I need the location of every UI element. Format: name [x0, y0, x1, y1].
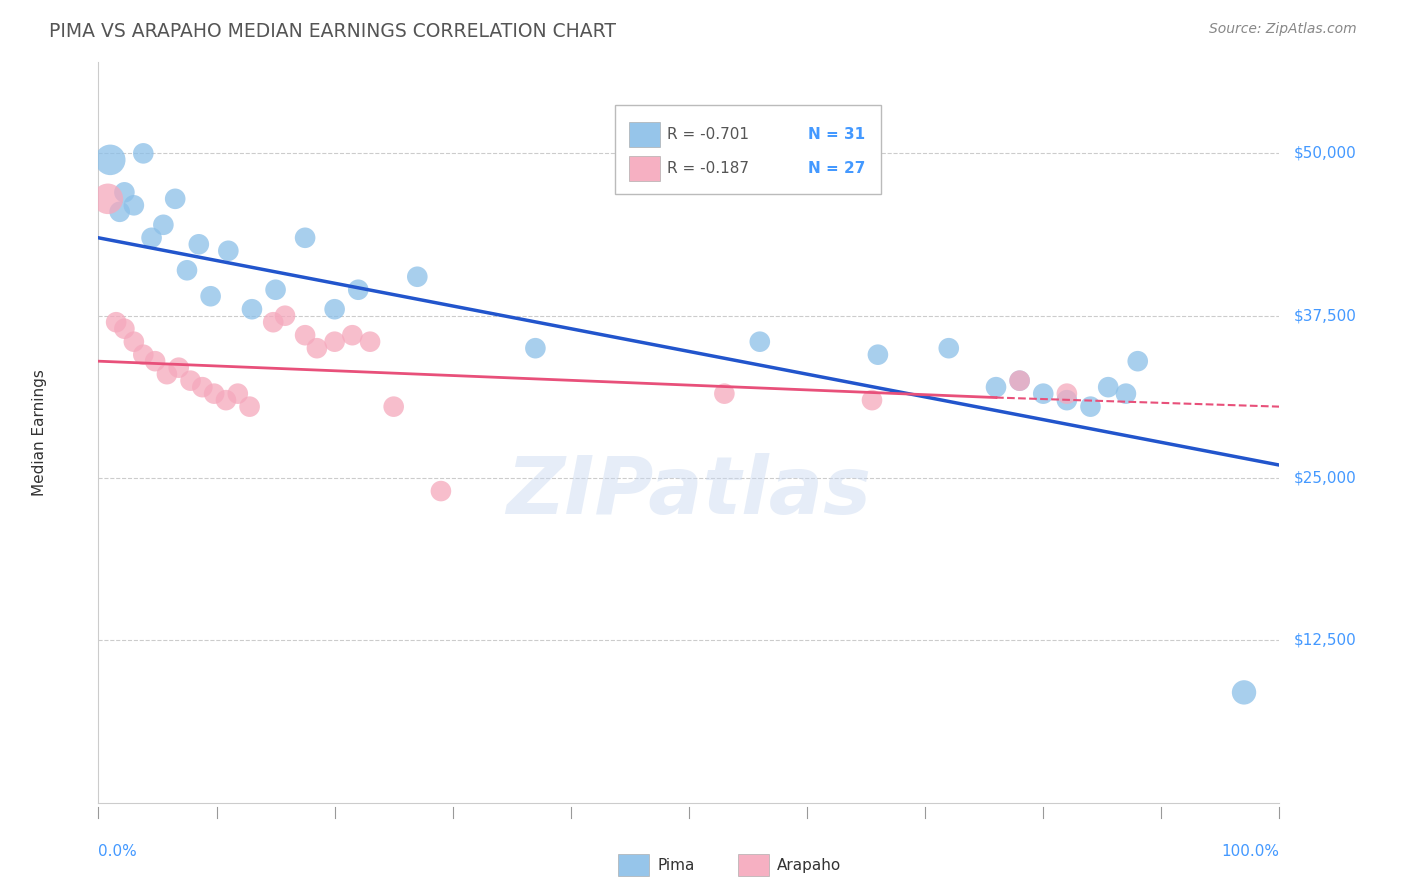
Text: 100.0%: 100.0%	[1222, 844, 1279, 858]
Text: N = 27: N = 27	[808, 161, 865, 177]
Point	[112, 186, 135, 200]
Point	[1008, 374, 1031, 388]
Point	[187, 237, 209, 252]
Text: R = -0.701: R = -0.701	[668, 128, 749, 143]
Point	[108, 204, 131, 219]
Text: $37,500: $37,500	[1294, 309, 1357, 323]
Point	[122, 198, 145, 212]
Text: N = 31: N = 31	[808, 128, 865, 143]
Point	[112, 322, 135, 336]
Point	[156, 367, 179, 381]
Point	[748, 334, 770, 349]
Text: ZIPatlas: ZIPatlas	[506, 453, 872, 531]
Point	[122, 334, 145, 349]
Point	[239, 400, 262, 414]
Point	[359, 334, 381, 349]
Point	[180, 374, 202, 388]
Point	[1126, 354, 1149, 368]
Text: Arapaho: Arapaho	[778, 858, 841, 872]
Point	[1008, 374, 1031, 388]
Point	[1056, 393, 1078, 408]
Point	[713, 386, 735, 401]
Point	[1080, 400, 1102, 414]
Text: PIMA VS ARAPAHO MEDIAN EARNINGS CORRELATION CHART: PIMA VS ARAPAHO MEDIAN EARNINGS CORRELAT…	[49, 22, 616, 41]
Point	[860, 393, 883, 408]
Point	[215, 393, 238, 408]
Point	[406, 269, 429, 284]
Point	[141, 231, 163, 245]
Point	[132, 348, 155, 362]
Point	[143, 354, 166, 368]
Text: Median Earnings: Median Earnings	[32, 369, 46, 496]
Point	[294, 328, 316, 343]
Point	[217, 244, 239, 258]
Point	[1032, 386, 1054, 401]
Point	[176, 263, 198, 277]
Point	[342, 328, 364, 343]
Point	[132, 146, 155, 161]
Point	[305, 341, 328, 355]
Point	[226, 386, 249, 401]
Text: Pima: Pima	[658, 858, 695, 872]
Point	[524, 341, 547, 355]
Point	[262, 315, 284, 329]
Point	[98, 153, 121, 167]
Text: $12,500: $12,500	[1294, 633, 1357, 648]
Text: R = -0.187: R = -0.187	[668, 161, 749, 177]
Point	[938, 341, 960, 355]
Point	[191, 380, 214, 394]
Point	[323, 302, 346, 317]
Point	[200, 289, 222, 303]
Point	[866, 348, 889, 362]
Point	[323, 334, 346, 349]
Point	[1056, 386, 1078, 401]
Point	[152, 218, 174, 232]
Text: 0.0%: 0.0%	[98, 844, 138, 858]
Point	[202, 386, 225, 401]
Point	[984, 380, 1007, 394]
Point	[347, 283, 370, 297]
Point	[274, 309, 297, 323]
Point	[430, 484, 453, 499]
Point	[1115, 386, 1137, 401]
Point	[167, 360, 190, 375]
Point	[264, 283, 287, 297]
Point	[1233, 685, 1256, 699]
Point	[97, 192, 120, 206]
Text: $50,000: $50,000	[1294, 146, 1357, 161]
Point	[382, 400, 405, 414]
Point	[165, 192, 187, 206]
Text: $25,000: $25,000	[1294, 471, 1357, 485]
Point	[1097, 380, 1119, 394]
Text: Source: ZipAtlas.com: Source: ZipAtlas.com	[1209, 22, 1357, 37]
Point	[105, 315, 128, 329]
Point	[240, 302, 263, 317]
Point	[294, 231, 316, 245]
